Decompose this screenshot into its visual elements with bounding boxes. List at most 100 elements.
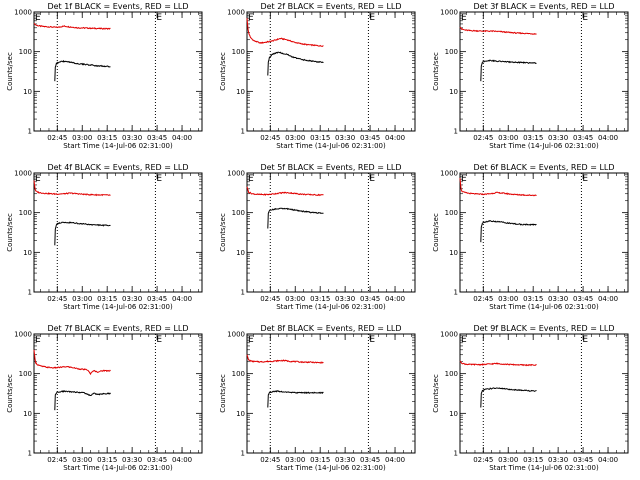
x-axis-label: Start Time (14-Jul-06 02:31:00) — [63, 303, 173, 311]
x-axis-label: Start Time (14-Jul-06 02:31:00) — [489, 464, 599, 472]
y-axis-label: Counts/sec — [219, 213, 227, 252]
x-tick-label: 03:00 — [285, 134, 305, 142]
y-tick-label: 1000 — [440, 9, 458, 17]
plot-frame — [459, 333, 629, 454]
x-axis-label: Start Time (14-Jul-06 02:31:00) — [489, 303, 599, 311]
events-series-line — [267, 51, 324, 76]
x-axis-label: Start Time (14-Jul-06 02:31:00) — [276, 303, 386, 311]
x-tick-label: 02:45 — [473, 134, 493, 142]
x-tick-label: 03:45 — [573, 134, 593, 142]
y-axis-label: Counts/sec — [432, 374, 440, 413]
x-tick-label: 02:45 — [473, 456, 493, 464]
x-tick-label: 04:00 — [598, 295, 618, 303]
lld-series-line — [246, 18, 324, 47]
x-tick-label: 03:45 — [573, 456, 593, 464]
detector-panel: Det 5f BLACK = Events, RED = LLD 1 10 100 10… — [219, 163, 416, 311]
plot-frame — [459, 11, 629, 132]
x-tick-label: 03:45 — [147, 456, 167, 464]
y-tick-label: 100 — [445, 48, 458, 56]
x-tick-label: 03:15 — [310, 134, 330, 142]
detector-panel: Det 4f BLACK = Events, RED = LLD 1 10 100 10… — [6, 163, 203, 311]
x-tick-label: 03:30 — [335, 134, 355, 142]
x-tick-label: 04:00 — [385, 134, 405, 142]
event-mark: E — [156, 174, 162, 184]
x-tick-label: 03:45 — [147, 134, 167, 142]
panel-title: Det 6f BLACK = Events, RED = LLD — [473, 163, 614, 172]
x-tick-label: 03:15 — [523, 295, 543, 303]
x-tick-label: 03:45 — [360, 456, 380, 464]
panel-title: Det 2f BLACK = Events, RED = LLD — [260, 2, 401, 11]
plot-frame — [246, 172, 416, 293]
x-tick-label: 03:00 — [72, 456, 92, 464]
y-tick-label: 1 — [241, 289, 245, 297]
x-tick-label: 03:15 — [523, 134, 543, 142]
event-mark: E — [461, 335, 467, 345]
plot-frame — [459, 172, 629, 293]
event-mark: E — [248, 335, 254, 345]
x-tick-label: 03:15 — [97, 456, 117, 464]
events-series-line — [267, 207, 324, 229]
lld-series-line — [33, 349, 111, 376]
y-axis-label: Counts/sec — [6, 374, 14, 413]
x-tick-label: 04:00 — [598, 456, 618, 464]
x-tick-label: 03:30 — [548, 295, 568, 303]
panel-title: Det 9f BLACK = Events, RED = LLD — [473, 324, 614, 333]
y-tick-label: 100 — [232, 209, 245, 217]
x-tick-label: 03:30 — [335, 456, 355, 464]
x-tick-label: 04:00 — [385, 456, 405, 464]
y-tick-label: 1000 — [227, 9, 245, 17]
y-tick-label: 1 — [241, 128, 245, 136]
event-mark: E — [156, 335, 162, 345]
event-mark: E — [369, 13, 375, 23]
y-tick-label: 100 — [445, 370, 458, 378]
y-axis-label: Counts/sec — [432, 213, 440, 252]
y-tick-label: 1 — [241, 450, 245, 458]
y-tick-label: 10 — [449, 249, 458, 257]
lld-series-line — [33, 22, 111, 30]
events-series-line — [54, 221, 111, 246]
event-mark: E — [35, 335, 41, 345]
event-mark: E — [248, 174, 254, 184]
x-tick-label: 04:00 — [172, 295, 192, 303]
x-axis-label: Start Time (14-Jul-06 02:31:00) — [276, 464, 386, 472]
y-tick-label: 100 — [232, 48, 245, 56]
y-tick-label: 10 — [23, 410, 32, 418]
panel-title: Det 7f BLACK = Events, RED = LLD — [47, 324, 188, 333]
y-tick-label: 1000 — [14, 170, 32, 178]
y-tick-label: 10 — [236, 410, 245, 418]
x-tick-label: 03:15 — [310, 456, 330, 464]
x-tick-label: 03:00 — [285, 456, 305, 464]
x-tick-label: 03:45 — [147, 295, 167, 303]
x-tick-label: 03:00 — [72, 134, 92, 142]
y-tick-label: 1000 — [440, 170, 458, 178]
y-tick-label: 1 — [28, 450, 32, 458]
detector-panel: Det 9f BLACK = Events, RED = LLD 1 10 100 10… — [432, 324, 629, 472]
events-series-line — [480, 59, 537, 82]
x-tick-label: 03:30 — [335, 295, 355, 303]
x-tick-label: 04:00 — [172, 456, 192, 464]
event-mark: E — [461, 13, 467, 23]
lld-series-line — [246, 354, 324, 364]
x-tick-label: 03:30 — [122, 456, 142, 464]
events-series-line — [480, 220, 537, 243]
event-mark: E — [582, 174, 588, 184]
y-axis-label: Counts/sec — [6, 52, 14, 91]
y-tick-label: 10 — [23, 88, 32, 96]
events-series-line — [480, 387, 537, 408]
y-axis-label: Counts/sec — [6, 213, 14, 252]
x-tick-label: 03:00 — [498, 295, 518, 303]
lld-series-line — [459, 177, 537, 197]
y-tick-label: 100 — [19, 209, 32, 217]
plot-frame — [33, 11, 203, 132]
y-tick-label: 100 — [19, 48, 32, 56]
x-tick-label: 03:15 — [310, 295, 330, 303]
x-tick-label: 02:45 — [260, 456, 280, 464]
events-series-line — [54, 389, 111, 411]
detector-panel: Det 3f BLACK = Events, RED = LLD 1 10 100 10… — [432, 2, 629, 150]
x-tick-label: 03:30 — [548, 456, 568, 464]
y-axis-label: Counts/sec — [432, 52, 440, 91]
plot-frame — [33, 333, 203, 454]
x-axis-label: Start Time (14-Jul-06 02:31:00) — [63, 464, 173, 472]
y-tick-label: 1000 — [227, 331, 245, 339]
x-tick-label: 04:00 — [172, 134, 192, 142]
